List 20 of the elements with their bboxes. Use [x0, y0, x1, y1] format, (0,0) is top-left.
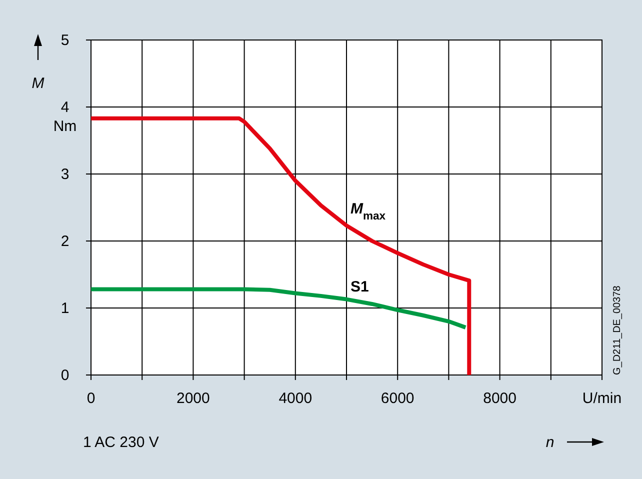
x-tick-label: 2000: [176, 390, 210, 407]
x-axis-title: n: [546, 434, 554, 451]
x-tick-label: 0: [86, 390, 96, 407]
x-tick-label: 6000: [380, 390, 414, 407]
text: G_D211_DE_00378: [612, 285, 623, 375]
y-tick-label: 2: [60, 233, 70, 250]
y-tick-label: 5: [60, 32, 70, 49]
series-label: M$_{max}$: [350, 200, 386, 223]
text: 1 AC 230 V: [83, 434, 159, 451]
y-tick-label: 3: [60, 166, 70, 183]
y-axis-title: M: [32, 75, 45, 92]
x-tick-label: 4000: [278, 390, 312, 407]
line-series: [89, 116, 472, 377]
x-tick-label: 8000: [483, 390, 516, 407]
x-tick-label: U/min: [582, 390, 622, 407]
text: Nm: [53, 118, 77, 135]
y-tick-label: 1: [60, 300, 70, 317]
y-tick-label: 4: [60, 99, 70, 116]
series-label: S1: [350, 278, 369, 296]
y-tick-label: 0: [60, 367, 70, 384]
